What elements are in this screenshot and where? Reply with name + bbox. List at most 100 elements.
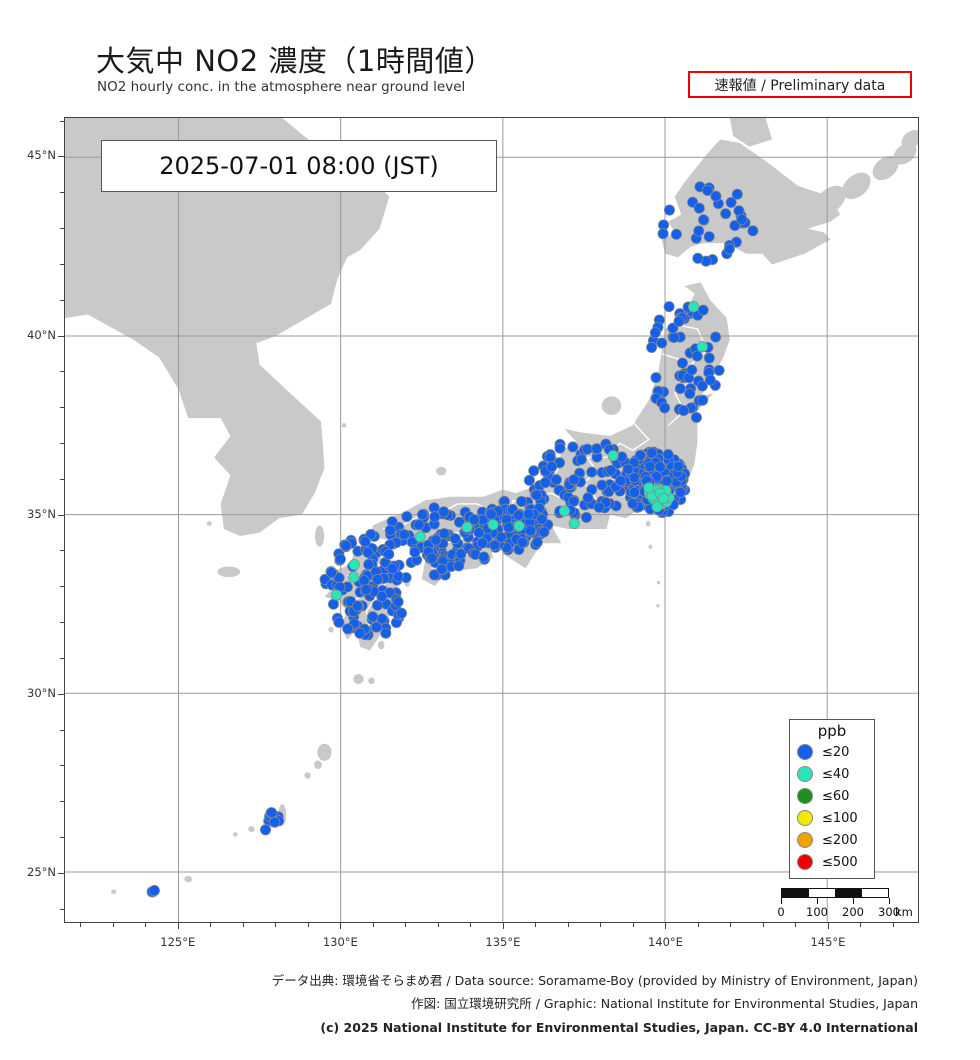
legend-item: ≤60: [790, 785, 874, 807]
station-point: [438, 506, 450, 518]
station-point: [359, 536, 371, 548]
x-axis-minor-tick: [242, 923, 244, 927]
station-point: [524, 525, 536, 537]
y-axis-minor-tick: [60, 729, 64, 731]
island: [206, 521, 212, 526]
y-axis-minor-tick: [60, 801, 64, 803]
station-point: [416, 509, 428, 521]
x-axis-tick: [177, 923, 179, 929]
station-point: [697, 214, 710, 226]
legend-item-label: ≤20: [822, 744, 850, 760]
x-axis-tick: [340, 923, 342, 929]
station-point: [650, 372, 662, 384]
station-point: [453, 560, 465, 572]
station-point: [634, 449, 646, 461]
station-point: [657, 228, 669, 240]
island: [304, 772, 311, 779]
station-point: [704, 374, 716, 386]
station-point: [531, 489, 543, 501]
x-axis-minor-tick: [437, 923, 439, 927]
station-point: [654, 461, 666, 473]
x-axis-tick-label: 130°E: [322, 935, 358, 949]
station-point: [729, 220, 741, 232]
y-axis-minor-tick: [60, 586, 64, 588]
station-point: [692, 252, 704, 264]
y-axis-minor-tick: [60, 550, 64, 552]
station-point: [330, 589, 343, 601]
island: [648, 544, 653, 549]
station-point: [455, 548, 467, 560]
station-point: [725, 196, 737, 208]
station-point: [615, 475, 627, 487]
station-point: [365, 528, 377, 540]
station-point: [544, 451, 556, 463]
station-point: [269, 816, 281, 828]
map-plot-area[interactable]: [64, 117, 919, 923]
station-point: [582, 492, 594, 504]
x-axis-minor-tick: [275, 923, 277, 927]
station-point: [672, 460, 684, 472]
preliminary-data-badge: 速報値 / Preliminary data: [688, 71, 912, 98]
station-point: [657, 493, 669, 505]
landmass: [729, 118, 773, 147]
y-axis-minor-tick: [60, 837, 64, 839]
y-axis-tick-label: 40°N: [27, 327, 56, 342]
station-point: [380, 627, 392, 639]
scale-tick-label: 200: [842, 905, 864, 919]
border-line: [587, 421, 650, 459]
x-axis-minor-tick: [80, 923, 82, 927]
legend-color-swatch-icon: [797, 810, 813, 826]
y-axis-minor-tick: [60, 299, 64, 301]
station-point: [644, 461, 656, 473]
station-point: [348, 559, 360, 571]
station-point: [558, 505, 571, 517]
station-point: [661, 475, 673, 487]
legend-item: ≤20: [790, 741, 874, 763]
station-point: [531, 536, 543, 548]
station-point: [348, 571, 360, 583]
station-point: [536, 513, 548, 525]
x-axis-minor-tick: [210, 923, 212, 927]
station-point: [684, 388, 696, 400]
island: [645, 520, 651, 527]
island: [656, 603, 660, 608]
y-axis-tick-label: 25°N: [27, 864, 56, 879]
station-point: [646, 341, 658, 353]
station-point: [354, 627, 366, 639]
x-axis-minor-tick: [145, 923, 147, 927]
island: [368, 677, 375, 685]
y-axis-minor-tick: [60, 120, 64, 122]
x-axis-minor-tick: [632, 923, 634, 927]
landmass: [65, 118, 390, 537]
station-point: [453, 516, 465, 528]
station-point: [703, 231, 715, 243]
timestamp-box: 2025-07-01 08:00 (JST): [101, 140, 497, 192]
station-point: [605, 464, 617, 476]
station-point: [628, 486, 640, 498]
x-axis-tick: [502, 923, 504, 929]
station-point: [376, 590, 388, 602]
station-point: [386, 563, 398, 575]
station-point: [663, 204, 675, 216]
island: [111, 889, 117, 894]
station-point: [670, 228, 682, 240]
x-axis-minor-tick: [372, 923, 374, 927]
station-point: [495, 531, 507, 543]
station-point: [360, 584, 372, 596]
station-point: [723, 243, 735, 255]
scale-tick-label: 300: [878, 905, 900, 919]
station-point: [148, 884, 160, 897]
station-point: [538, 526, 550, 538]
x-axis-tick-label: 140°E: [647, 935, 683, 949]
legend-color-swatch-icon: [797, 766, 813, 782]
station-point: [342, 623, 354, 635]
timestamp-label: 2025-07-01 08:00 (JST): [159, 152, 439, 180]
station-point: [478, 551, 490, 563]
station-point: [487, 519, 499, 531]
legend-item-label: ≤60: [822, 788, 850, 804]
legend-title: ppb: [817, 722, 847, 740]
y-axis-minor-tick: [60, 478, 64, 480]
y-axis-tick: [58, 693, 64, 695]
station-point: [676, 357, 689, 369]
station-point: [428, 569, 440, 581]
